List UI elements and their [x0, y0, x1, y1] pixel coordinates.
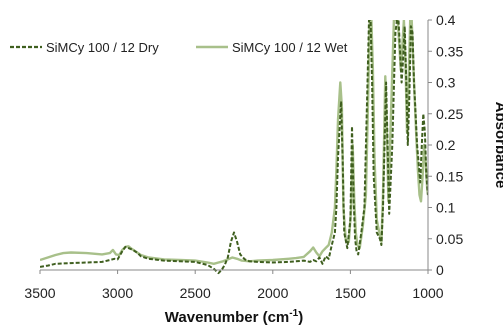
x-tick-label: 3000 — [102, 285, 133, 301]
y-tick-label: 0.2 — [436, 137, 456, 153]
y-ticks: 0 0.05 0.1 0.15 0.2 0.25 0.3 0.35 0.4 — [428, 12, 463, 278]
series-line-wet — [40, 20, 428, 265]
y-tick-label: 0 — [436, 262, 444, 278]
legend: SiMCy 100 / 12 Dry SiMCy 100 / 12 Wet — [10, 40, 348, 55]
x-ticks: 3500 3000 2500 2000 1500 1000 — [24, 270, 444, 301]
x-tick-label: 1000 — [412, 285, 443, 301]
y-tick-label: 0.35 — [436, 43, 463, 59]
x-tick-label: 2500 — [180, 285, 211, 301]
plot-lines — [40, 20, 428, 275]
x-tick-label: 2000 — [257, 285, 288, 301]
x-tick-label: 1500 — [335, 285, 366, 301]
y-tick-label: 0.3 — [436, 75, 456, 91]
legend-label: SiMCy 100 / 12 Dry — [46, 40, 159, 55]
x-tick-label: 3500 — [24, 285, 55, 301]
y-tick-label: 0.25 — [436, 106, 463, 122]
y-tick-label: 0.05 — [436, 231, 463, 247]
y-tick-label: 0.1 — [436, 200, 456, 216]
y-tick-label: 0.15 — [436, 168, 463, 184]
legend-label: SiMCy 100 / 12 Wet — [232, 40, 348, 55]
y-axis-title: Absorbance — [492, 102, 503, 189]
series-line-dry — [40, 20, 428, 275]
x-axis-title: Wavenumber (cm-1) — [165, 308, 303, 326]
y-tick-label: 0.4 — [436, 12, 456, 28]
